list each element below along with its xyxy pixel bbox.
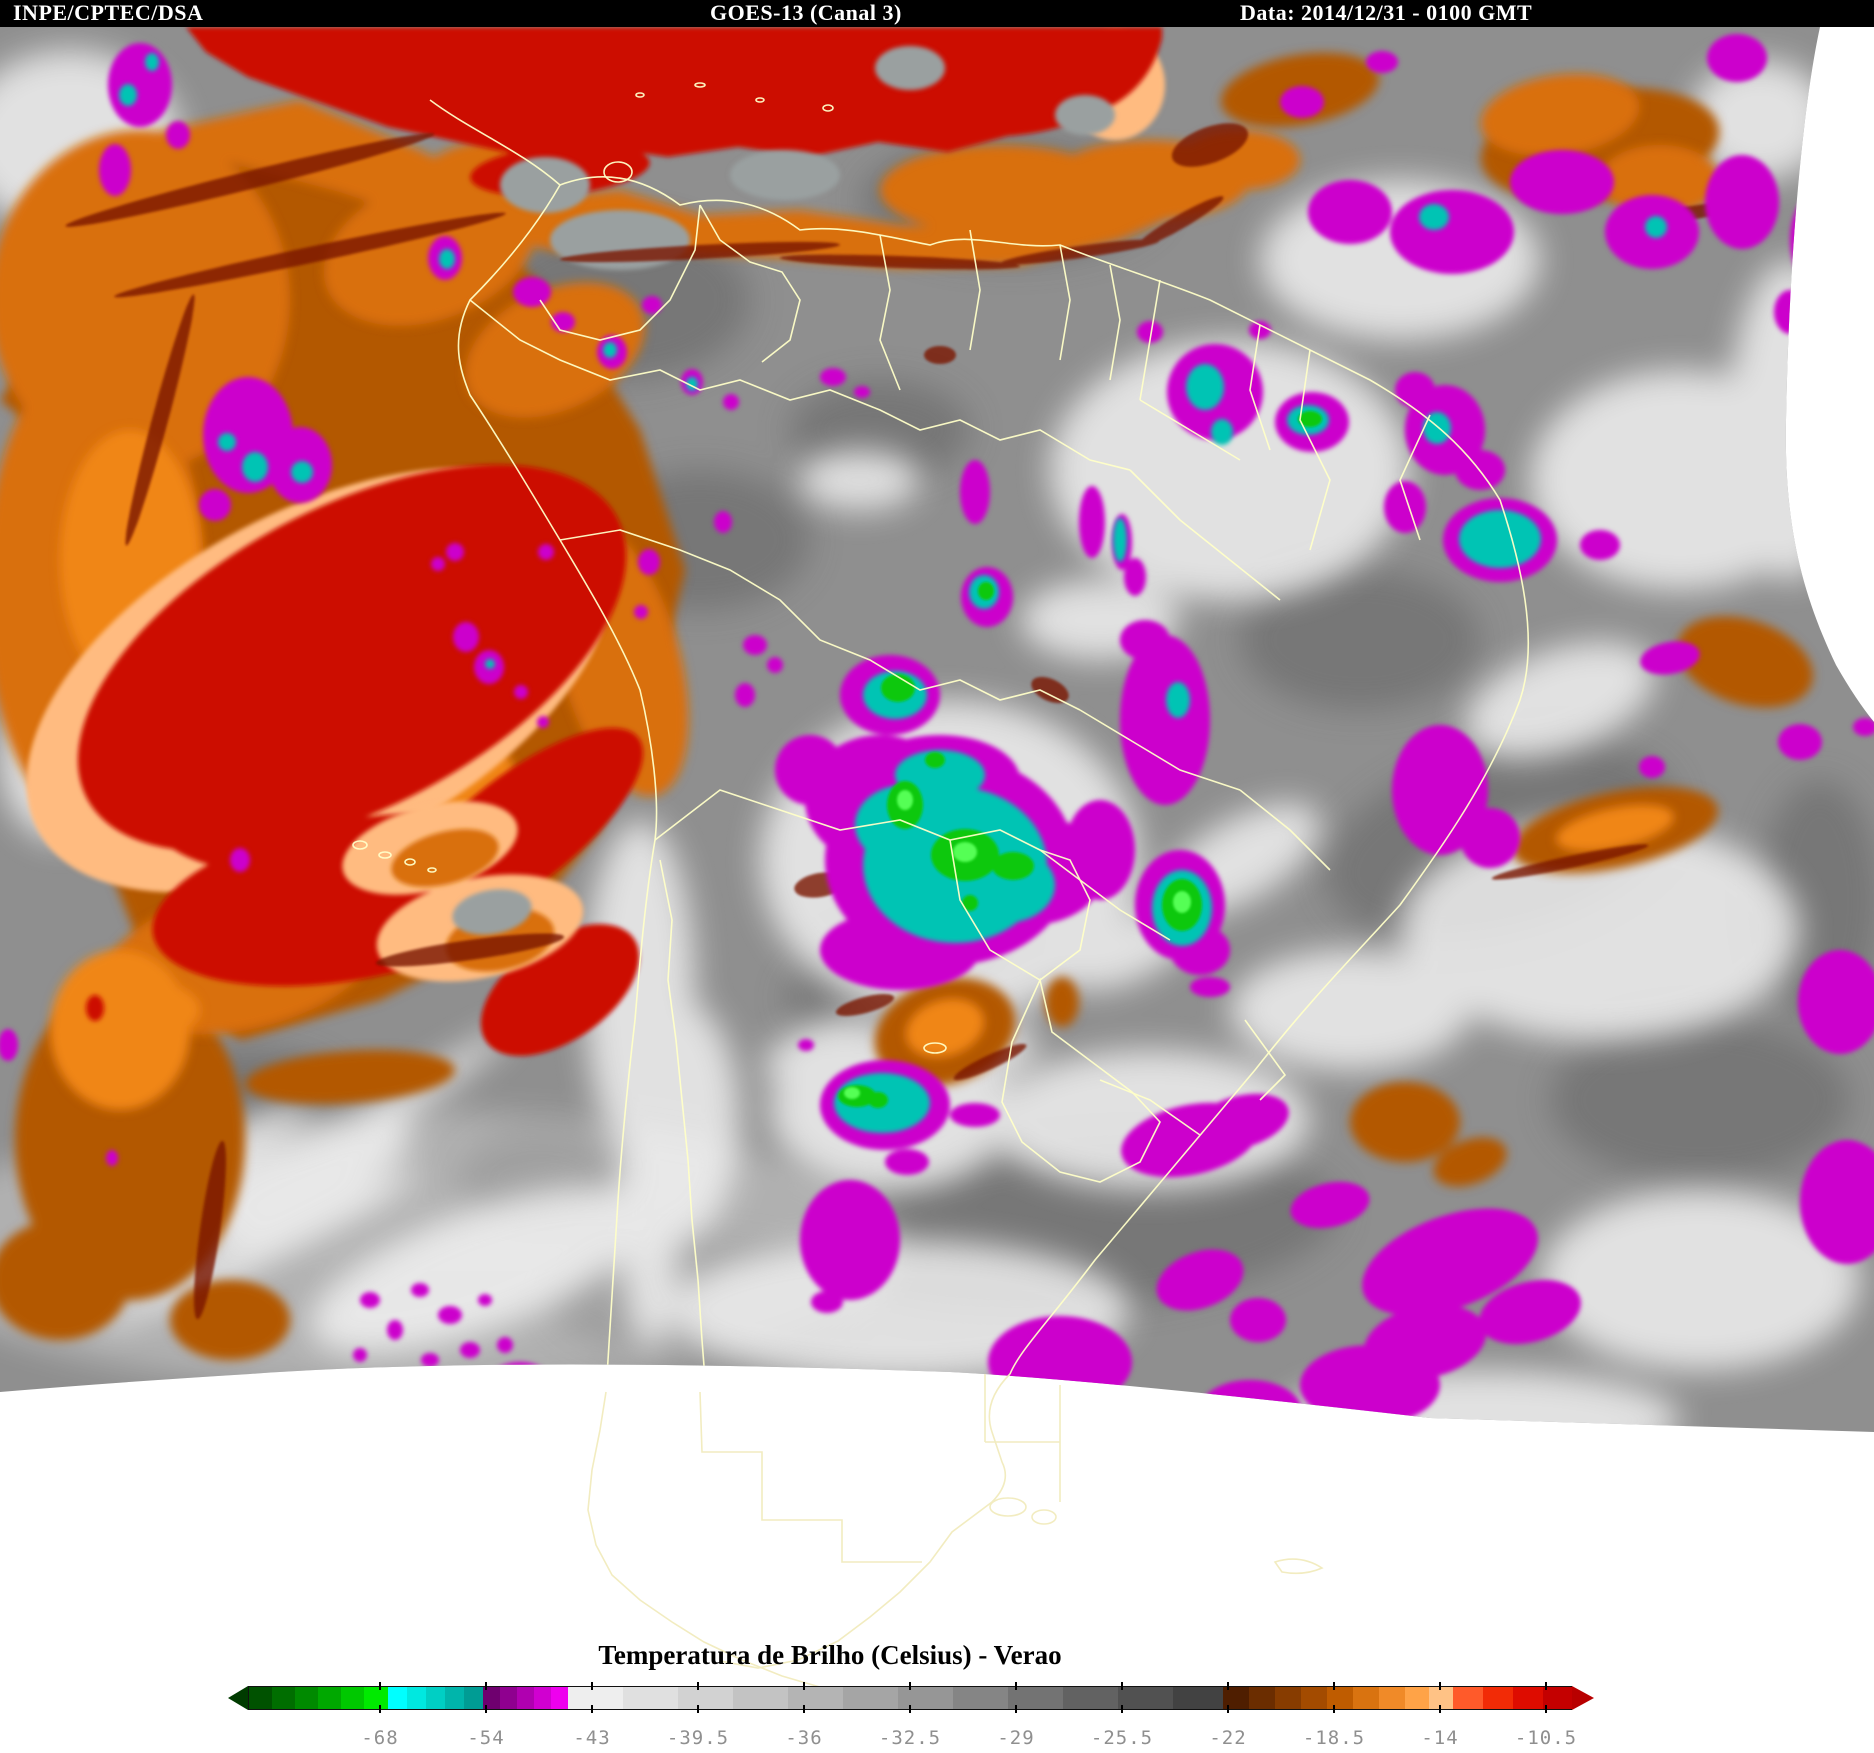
colorbar-segment: [788, 1687, 843, 1709]
colorbar-segment: [341, 1687, 364, 1709]
colorbar-segment: [1429, 1687, 1453, 1709]
colorbar-title: Temperatura de Brilho (Celsius) - Verao: [598, 1640, 1062, 1670]
colorbar-left-arrow: [228, 1686, 248, 1710]
colorbar-segment: [1008, 1687, 1063, 1709]
patagonia-outline: [587, 1373, 1324, 1691]
colorbar-tick-label: -43: [573, 1727, 611, 1749]
colorbar-tick-mark: [909, 1705, 911, 1713]
colorbar-segment: [1301, 1687, 1327, 1709]
colorbar-tick-mark: [697, 1682, 699, 1690]
colorbar-tick-mark: [803, 1705, 805, 1713]
colorbar-segment: [1483, 1687, 1513, 1709]
colorbar-segment: [1249, 1687, 1275, 1709]
colorbar-segment: [295, 1687, 318, 1709]
colorbar-segment: [407, 1687, 426, 1709]
colorbar-segment: [1379, 1687, 1405, 1709]
colorbar-tick-mark: [379, 1705, 381, 1713]
colorbar-tick-label: -32.5: [878, 1727, 942, 1749]
colorbar-tick-label: -36: [785, 1727, 823, 1749]
colorbar-tick-mark: [591, 1705, 593, 1713]
colorbar-tick-mark: [1439, 1682, 1441, 1690]
colorbar-tick-mark: [1333, 1682, 1335, 1690]
colorbar-segment: [1223, 1687, 1249, 1709]
colorbar-segment: [1405, 1687, 1429, 1709]
colorbar-tick-mark: [1227, 1682, 1229, 1690]
colorbar-segment: [953, 1687, 1008, 1709]
title-bar: INPE/CPTEC/DSA GOES-13 (Canal 3) Data: 2…: [0, 0, 1874, 27]
colorbar-tick-label: -29: [997, 1727, 1035, 1749]
colorbar-segment: [388, 1687, 407, 1709]
colorbar-segment: [1513, 1687, 1543, 1709]
colorbar-segment: [623, 1687, 678, 1709]
colorbar-segment: [1275, 1687, 1301, 1709]
colorbar-tick-mark: [1545, 1705, 1547, 1713]
colorbar-tick-mark: [697, 1705, 699, 1713]
colorbar-segment: [534, 1687, 551, 1709]
colorbar-tick-mark: [485, 1682, 487, 1690]
colorbar-tick-mark: [1121, 1682, 1123, 1690]
colorbar-segment: [898, 1687, 953, 1709]
datetime-label: Data: 2014/12/31 - 0100 GMT: [1240, 0, 1533, 25]
colorbar-segment: [364, 1687, 388, 1709]
colorbar-segment: [517, 1687, 534, 1709]
scan-area: [0, 27, 1874, 1432]
colorbar-tick-label: -39.5: [666, 1727, 730, 1749]
colorbar-tick-label: -25.5: [1090, 1727, 1154, 1749]
colorbar-segment: [426, 1687, 445, 1709]
cold-cloud-layer: [0, 34, 1874, 1432]
colorbar-tick-mark: [1227, 1705, 1229, 1713]
colorbar-segment: [445, 1687, 464, 1709]
colorbar-segment: [1543, 1687, 1573, 1709]
colorbar-segment: [1353, 1687, 1379, 1709]
colorbar-segment: [464, 1687, 483, 1709]
colorbar-right-arrow: [1572, 1686, 1594, 1710]
colorbar-segment: [318, 1687, 341, 1709]
colorbar-tick-mark: [1015, 1705, 1017, 1713]
colorbar-segment: [500, 1687, 517, 1709]
colorbar-tick-mark: [379, 1682, 381, 1690]
colorbar-segment: [1118, 1687, 1173, 1709]
colorbar-segment: [483, 1687, 500, 1709]
colorbar-segment: [733, 1687, 788, 1709]
colorbar-tick-label: -18.5: [1302, 1727, 1366, 1749]
colorbar-segment: [678, 1687, 733, 1709]
colorbar-segment: [568, 1687, 623, 1709]
colorbar-tick-label: -14: [1421, 1727, 1459, 1749]
colorbar-tick-mark: [485, 1705, 487, 1713]
colorbar-tick-mark: [1015, 1682, 1017, 1690]
colorbar-tick-mark: [803, 1682, 805, 1690]
colorbar-segment: [272, 1687, 295, 1709]
colorbar-tick-label: -10.5: [1514, 1727, 1578, 1749]
country-borders: [352, 82, 1530, 1393]
colorbar-tick-label: -68: [361, 1727, 399, 1749]
colorbar-segment: [1173, 1687, 1223, 1709]
colorbar-segment: [551, 1687, 568, 1709]
colorbar-segment: [843, 1687, 898, 1709]
colorbar-tick-mark: [1439, 1705, 1441, 1713]
colorbar-tick-label: -22: [1209, 1727, 1247, 1749]
warm-layer: [0, 27, 1813, 1360]
satellite-label: GOES-13 (Canal 3): [710, 0, 902, 25]
colorbar-tick-mark: [1333, 1705, 1335, 1713]
colorbar-tick-label: -54: [467, 1727, 505, 1749]
colorbar-tick-mark: [1545, 1682, 1547, 1690]
colorbar-tick-mark: [1121, 1705, 1123, 1713]
colorbar-segment: [1327, 1687, 1353, 1709]
colorbar-tick-mark: [909, 1682, 911, 1690]
colorbar-segment: [249, 1687, 272, 1709]
colorbar-tick-mark: [591, 1682, 593, 1690]
colorbar-segment: [1453, 1687, 1483, 1709]
agency-label: INPE/CPTEC/DSA: [13, 0, 204, 25]
colorbar-segment: [1063, 1687, 1118, 1709]
